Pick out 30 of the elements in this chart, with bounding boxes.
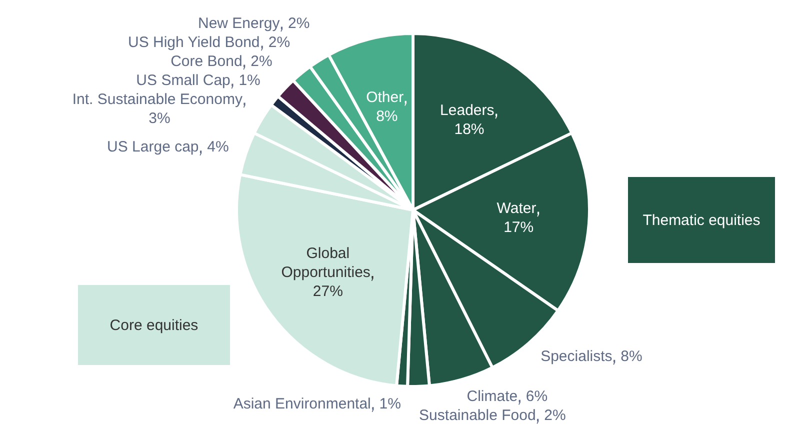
slice-label: Int. Sustainable Economy (72, 90, 243, 108)
data-label: 1% (238, 72, 260, 89)
slice-label: Asian Environmental (233, 395, 371, 412)
slice-label: US Small Cap (136, 72, 230, 89)
data-label: 17% (504, 218, 534, 236)
slice-label: Leaders (440, 102, 494, 119)
slice-label: Water (496, 200, 536, 217)
data-label: 2% (268, 34, 290, 51)
slice-label: Other (366, 89, 404, 106)
data-label: 3% (148, 110, 170, 127)
slice-label: Specialists (540, 348, 612, 365)
slice-label: New Energy (198, 14, 280, 32)
data-label: 8% (376, 108, 398, 125)
slice-label: Sustainable Food (419, 407, 536, 424)
slice-label: US High Yield Bond (128, 34, 260, 51)
data-label: 6% (526, 388, 548, 406)
data-label: 18% (454, 120, 484, 138)
slice-label: Core Bond (170, 52, 242, 70)
data-label: 27% (312, 283, 343, 300)
text: Core equities (78, 285, 230, 365)
text: Thematic equities (628, 177, 775, 263)
data-label: 1% (379, 395, 401, 412)
data-label: 2% (250, 52, 272, 70)
data-label: 4% (207, 138, 229, 156)
slice-label: US Large cap (107, 138, 199, 156)
data-label: 8% (620, 348, 642, 365)
slice-label: Global Opportunities (281, 245, 370, 282)
data-label: 2% (544, 407, 566, 424)
data-label: 2% (288, 14, 310, 32)
slice-label: Climate (466, 388, 518, 406)
